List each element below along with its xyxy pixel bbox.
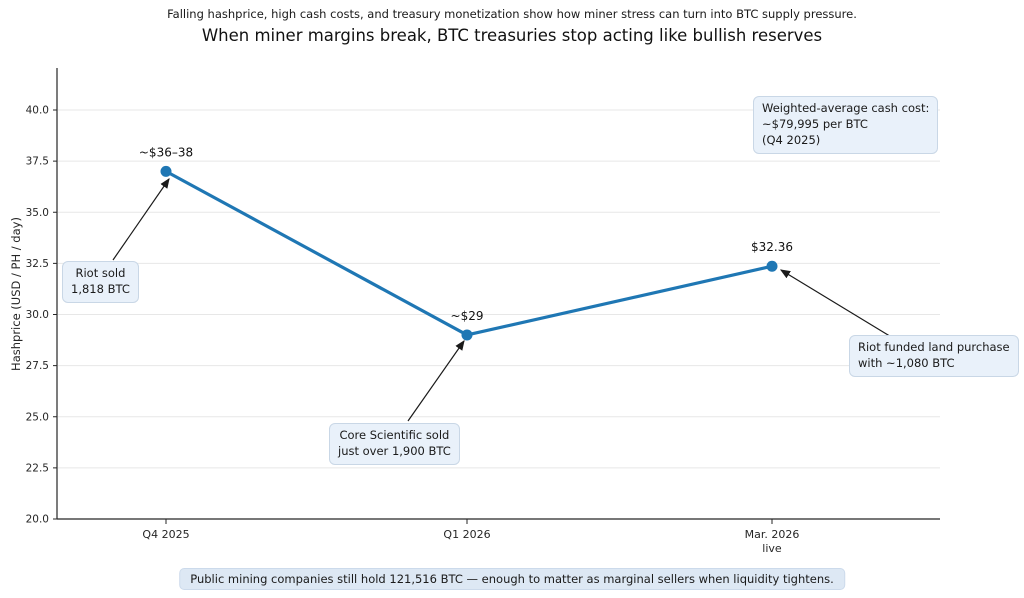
annotation-arrow [779,269,894,339]
point-label: $32.36 [751,240,793,254]
data-point-marker [766,260,778,272]
y-tick-label: 40.0 [26,105,49,117]
data-points [160,165,778,341]
annotation-cash-cost: Weighted-average cash cost: ~$79,995 per… [753,96,939,154]
x-tick-label: Q1 2026 [443,528,490,541]
gridlines [58,109,940,469]
annotation-riot-land-purchase: Riot funded land purchase with ~1,080 BT… [849,335,1019,377]
y-tick-label: 35.0 [26,207,49,219]
axes: 20.0 22.5 25.0 27.5 30.0 32.5 35.0 37.5 40.0 Q4 2… [26,68,940,555]
y-tick-label: 20.0 [26,514,49,526]
chart-subtitle: Falling hashprice, high cash costs, and … [167,7,857,21]
annotation-arrows [112,178,894,422]
chart-title: When miner margins break, BTC treasuries… [201,26,823,45]
point-label: ~$36–38 [139,145,193,159]
y-tick-label: 27.5 [26,360,49,372]
x-tick-label: Mar. 2026 [745,528,800,541]
y-tick-label: 30.0 [26,309,49,321]
annotation-riot-sold: Riot sold 1,818 BTC [62,261,139,303]
data-point-marker [160,165,172,177]
y-tick-label: 32.5 [26,258,49,270]
annotation-core-scientific-sold: Core Scientific sold just over 1,900 BTC [329,423,460,465]
point-label: ~$29 [451,309,484,323]
footnote-holdings: Public mining companies still hold 121,5… [179,568,845,590]
annotation-arrow [112,178,170,261]
y-tick-label: 25.0 [26,411,49,423]
annotation-arrow [407,340,465,422]
y-tick-label: 22.5 [26,462,49,474]
y-tick-label: 37.5 [26,156,49,168]
y-axis-label: Hashprice (USD / PH / day) [9,217,23,371]
x-tick-label: live [762,542,782,555]
point-labels: ~$36–38 ~$29 $32.36 [139,145,793,323]
x-tick-label: Q4 2025 [142,528,189,541]
data-point-marker [461,329,473,341]
